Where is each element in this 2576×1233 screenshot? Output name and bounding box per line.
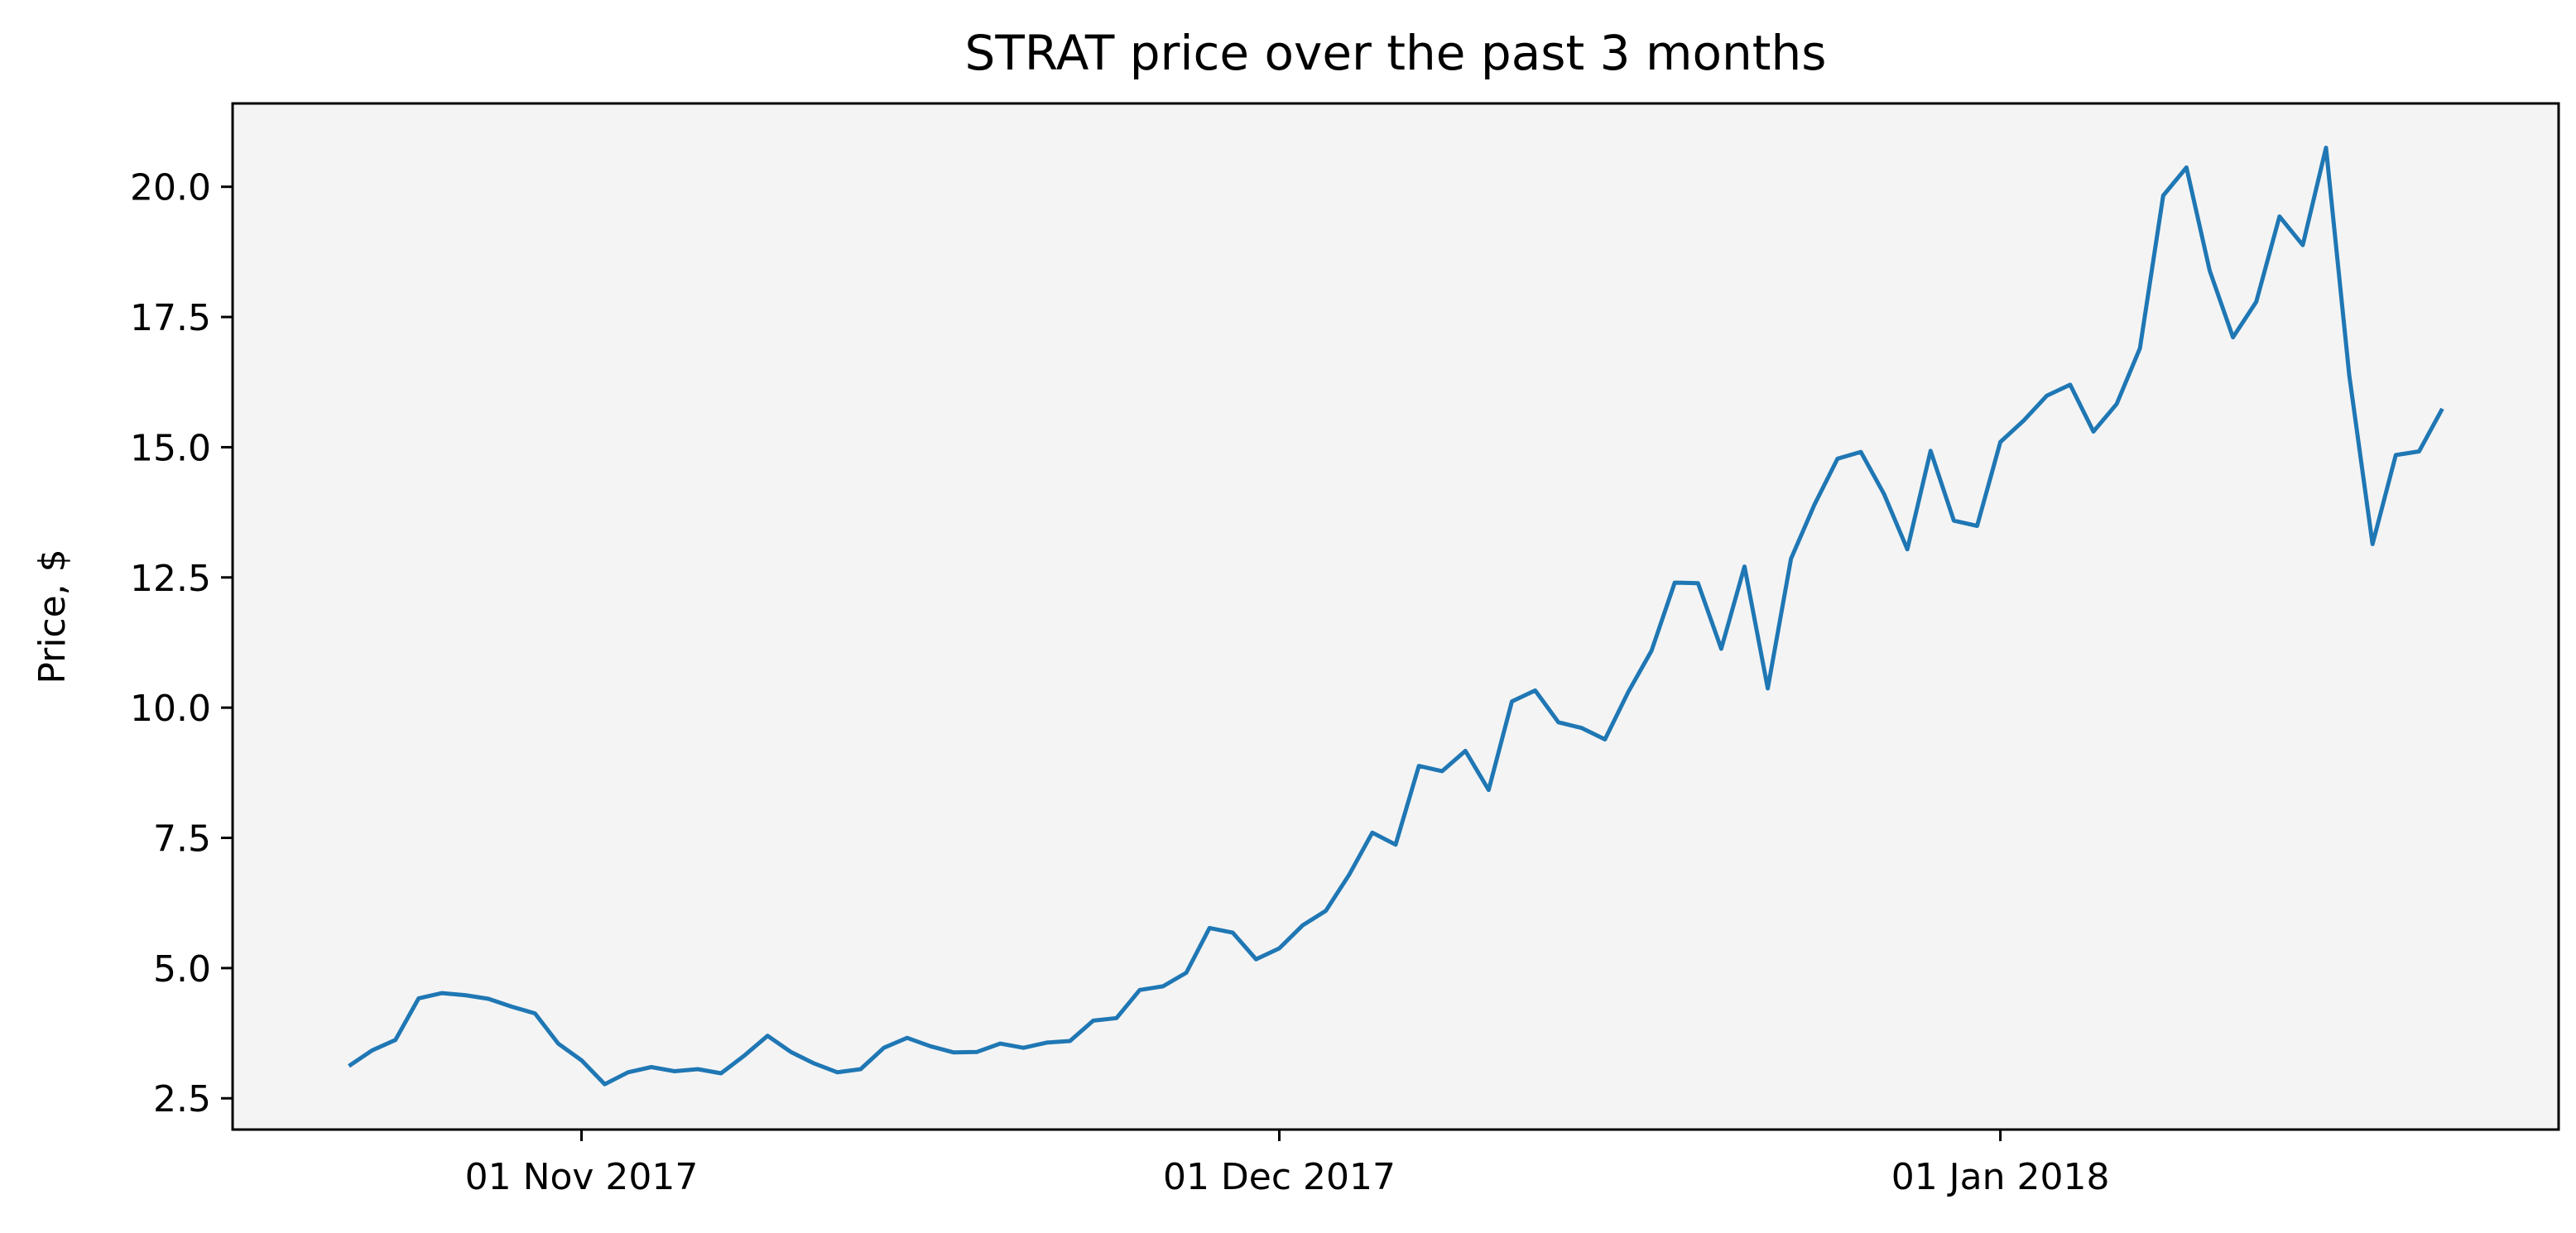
y-tick-label: 20.0 [130,167,211,209]
chart-marks [348,146,2444,1087]
y-axis: 2.5 5.0 7.5 10.0 12.5 15.0 17.5 20.0 [130,167,233,1120]
plot-area [233,103,2559,1130]
x-axis: 01 Nov 2017 01 Dec 2017 01 Jan 2018 [465,1130,2110,1198]
y-tick-label: 5.0 [153,948,211,991]
series-line-0 [348,146,2444,1087]
chart-title: STRAT price over the past 3 months [965,25,1827,81]
y-tick-label: 2.5 [153,1078,211,1120]
y-tick-label: 15.0 [130,427,211,469]
y-axis-title: Price, $ [31,549,74,684]
x-tick-label: 01 Jan 2018 [1891,1156,2110,1198]
y-tick-label: 10.0 [130,688,211,730]
y-tick-label: 17.5 [130,297,211,339]
x-tick-label: 01 Dec 2017 [1163,1156,1396,1198]
y-tick-label: 12.5 [130,558,211,600]
x-tick-label: 01 Nov 2017 [465,1156,699,1198]
plot-frame [231,102,2560,1131]
y-tick-label: 7.5 [153,818,211,861]
